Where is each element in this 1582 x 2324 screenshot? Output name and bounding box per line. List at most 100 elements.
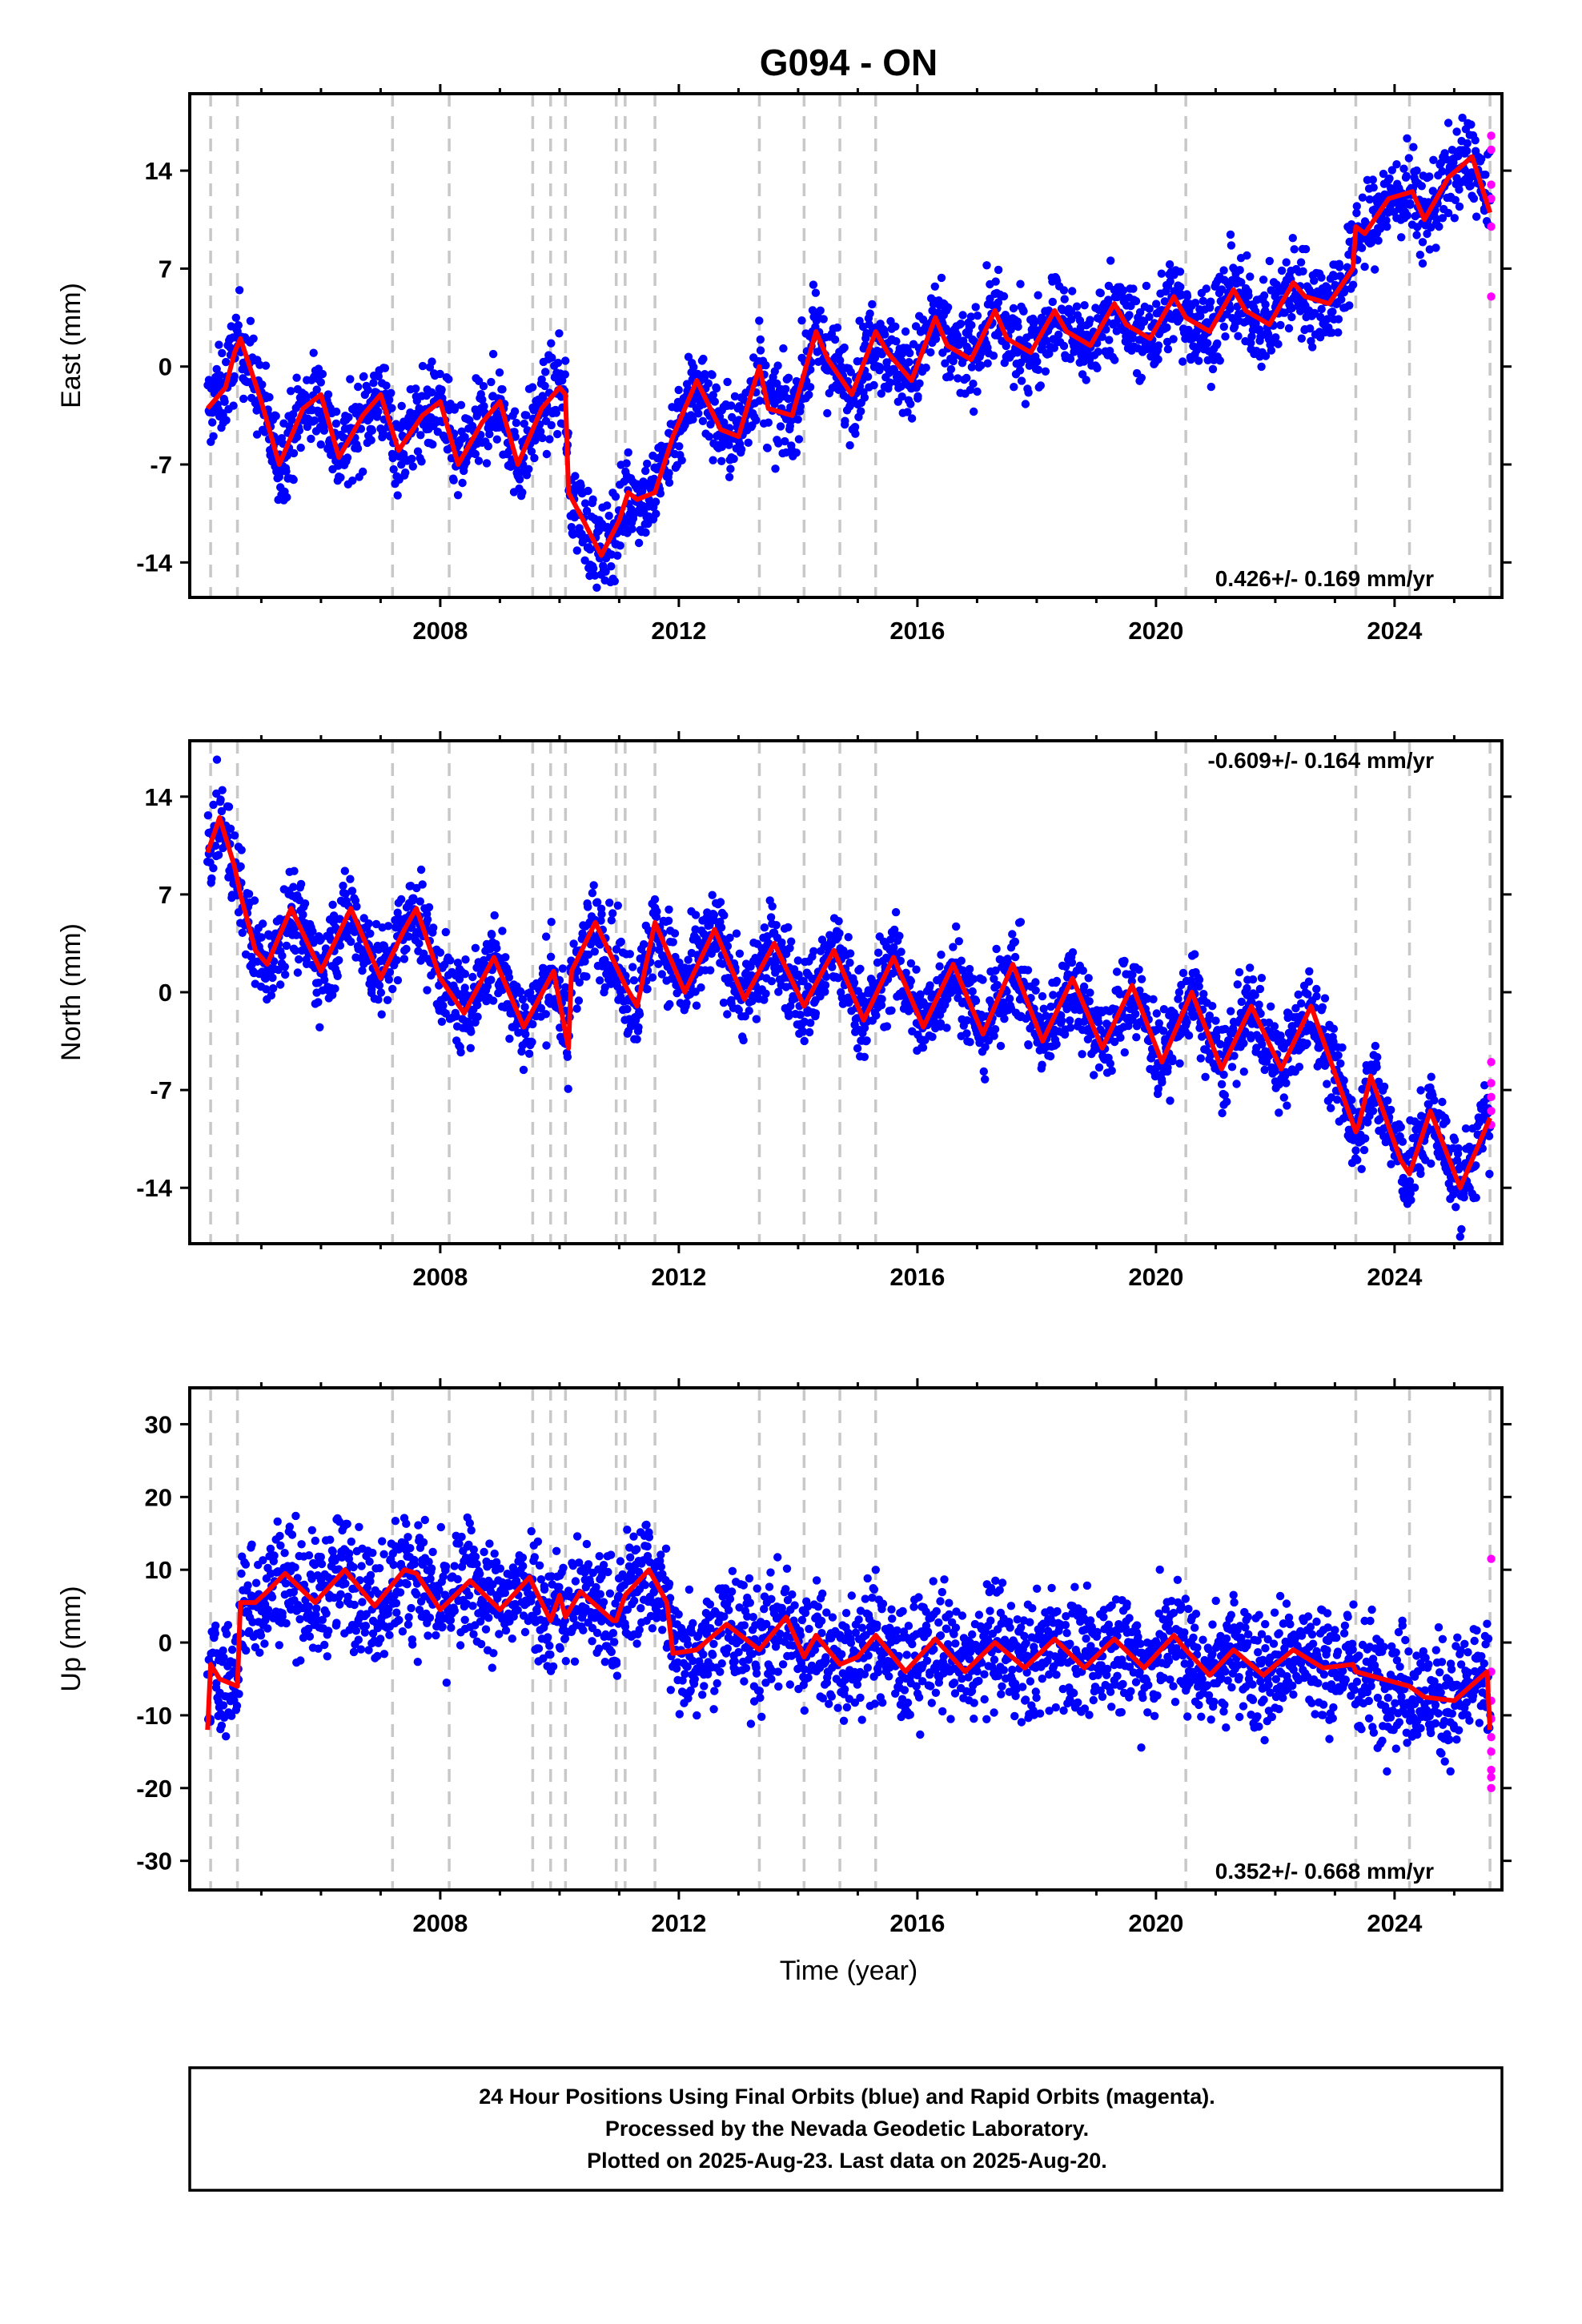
- data-point: [613, 551, 622, 560]
- data-point: [1112, 967, 1122, 976]
- data-point: [492, 943, 501, 953]
- data-point: [590, 947, 599, 956]
- data-point: [412, 384, 420, 393]
- data-point: [1184, 1031, 1194, 1040]
- data-point: [1176, 283, 1185, 292]
- data-point: [800, 1036, 809, 1046]
- data-point: [875, 363, 884, 372]
- data-point: [1402, 171, 1411, 181]
- data-point: [561, 356, 570, 365]
- data-point: [1154, 1084, 1163, 1093]
- data-point: [495, 368, 504, 377]
- data-point: [973, 312, 982, 320]
- data-point: [774, 439, 783, 448]
- data-point: [1066, 355, 1075, 364]
- data-point: [293, 968, 303, 977]
- data-point: [610, 577, 619, 585]
- data-point: [716, 898, 725, 907]
- data-point: [965, 964, 974, 974]
- data-point: [1078, 1050, 1086, 1059]
- data-point: [239, 394, 248, 404]
- data-point: [1005, 994, 1014, 1003]
- data-point: [709, 456, 717, 464]
- x-tick-label: 2016: [889, 617, 945, 645]
- data-point: [768, 902, 777, 911]
- data-point: [296, 443, 305, 452]
- data-point: [982, 261, 991, 270]
- data-point: [734, 1006, 743, 1015]
- data-point: [456, 400, 466, 409]
- data-point: [1358, 193, 1367, 202]
- data-point: [456, 1047, 465, 1057]
- data-point: [1015, 366, 1025, 375]
- data-point: [530, 453, 539, 463]
- data-point: [515, 475, 524, 484]
- data-point: [295, 426, 304, 435]
- data-point: [437, 1017, 447, 1027]
- data-point: [253, 957, 262, 966]
- data-point: [941, 359, 950, 368]
- data-point: [480, 402, 488, 411]
- rapid-orbit-points: [1487, 131, 1496, 301]
- data-point: [994, 265, 1003, 275]
- data-point: [1034, 291, 1042, 300]
- data-point: [792, 448, 801, 457]
- data-point: [498, 927, 507, 935]
- data-point: [542, 932, 551, 941]
- data-point: [805, 390, 813, 400]
- data-point: [218, 786, 227, 794]
- data-point: [1320, 994, 1330, 1003]
- data-point: [1246, 963, 1255, 972]
- data-point: [1267, 286, 1275, 295]
- data-point: [1425, 172, 1434, 181]
- data-point: [877, 995, 886, 1003]
- data-point: [634, 538, 644, 548]
- data-point: [1259, 275, 1268, 284]
- data-point: [907, 414, 917, 423]
- data-point: [271, 412, 280, 420]
- data-point: [657, 970, 666, 979]
- data-point: [1017, 376, 1026, 385]
- data-point: [1024, 388, 1033, 397]
- data-point: [773, 379, 781, 388]
- data-point: [943, 303, 953, 312]
- data-point: [906, 959, 916, 968]
- data-point: [528, 1038, 536, 1047]
- data-point: [978, 975, 987, 984]
- data-point: [656, 489, 665, 498]
- data-point: [274, 965, 283, 975]
- data-point: [937, 951, 946, 959]
- data-point: [335, 915, 344, 923]
- data-point: [1191, 299, 1200, 308]
- data-point: [863, 372, 873, 381]
- data-point: [1036, 381, 1046, 390]
- data-point: [689, 363, 698, 372]
- data-point: [374, 372, 383, 381]
- data-point: [991, 277, 1000, 286]
- data-point: [628, 963, 637, 971]
- data-point: [524, 1049, 534, 1059]
- data-point: [281, 970, 290, 979]
- data-point: [1021, 400, 1030, 408]
- data-point: [1162, 323, 1171, 332]
- data-point: [755, 396, 764, 405]
- data-point: [903, 408, 912, 416]
- data-point: [1385, 174, 1394, 183]
- data-point: [315, 1023, 324, 1032]
- data-point: [576, 481, 585, 490]
- data-point: [295, 955, 303, 964]
- data-point: [665, 999, 674, 1009]
- data-point: [453, 959, 463, 967]
- data-point: [850, 423, 860, 432]
- data-point: [209, 800, 218, 810]
- data-point: [654, 959, 663, 969]
- data-point: [252, 430, 262, 439]
- data-point: [760, 995, 769, 1004]
- data-point: [891, 322, 900, 331]
- data-point: [796, 1011, 805, 1019]
- data-point: [777, 938, 786, 947]
- data-point: [1195, 356, 1203, 365]
- data-point: [1041, 367, 1050, 376]
- data-point: [1202, 284, 1211, 293]
- rapid-point: [1487, 145, 1496, 155]
